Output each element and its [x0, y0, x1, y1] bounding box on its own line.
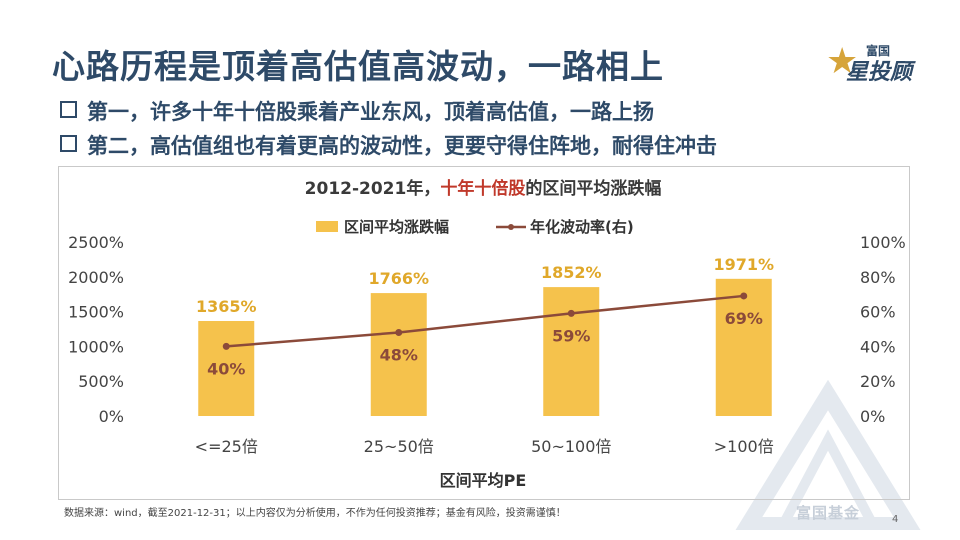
line-point — [222, 342, 230, 350]
y-right-tick-label: 100% — [860, 233, 906, 252]
x-axis-label: 区间平均PE — [440, 471, 527, 490]
x-tick-label: <=25倍 — [195, 437, 258, 456]
bullet-text-2: 第二，高估值组也有着更高的波动性，更要守得住阵地，耐得住冲击 — [87, 134, 717, 158]
slide-title: 心路历程是顶着高估值高波动，一路相上 — [52, 47, 664, 86]
x-axis: <=25倍 25~50倍 50~100倍 >100倍 — [195, 437, 774, 456]
chart-title-prefix: 2012-2021年， — [305, 178, 441, 199]
line-point — [395, 328, 403, 336]
chart-title-suffix: 的区间平均涨跌幅 — [525, 178, 661, 199]
bar-data-label: 1365% — [196, 297, 257, 316]
bar-series: 1365% 1766% 1852% 1971% — [196, 255, 774, 416]
bar — [715, 278, 772, 416]
x-tick-label: 50~100倍 — [531, 437, 611, 456]
watermark-graphic — [735, 380, 921, 530]
line-data-label: 40% — [207, 359, 245, 378]
y-axis-right: 0% 20% 40% 60% 80% 100% — [860, 233, 906, 426]
bar-data-label: 1971% — [713, 255, 774, 274]
bar — [543, 287, 600, 416]
bar — [198, 320, 255, 416]
bullet-point-1: 第一，许多十年十倍股乘着产业东风，顶着高估值，一路上扬 — [60, 96, 654, 126]
chart-legend: 区间平均涨跌幅 年化波动率(右) — [316, 218, 634, 236]
bar-data-label: 1852% — [541, 263, 602, 282]
line-point — [740, 292, 748, 300]
y-left-tick-label: 2500% — [68, 233, 124, 252]
logo-main-text: 星投顾 — [846, 60, 913, 85]
chart-title: 2012-2021年，十年十倍股的区间平均涨跌幅 — [305, 178, 662, 199]
y-right-tick-label: 60% — [860, 303, 896, 322]
y-right-tick-label: 40% — [860, 337, 896, 356]
y-left-tick-label: 2000% — [68, 268, 124, 287]
bullet-point-2: 第二，高估值组也有着更高的波动性，更要守得住阵地，耐得住冲击 — [60, 130, 717, 160]
bullet-box-icon — [60, 135, 77, 152]
chart-title-highlight: 十年十倍股 — [440, 178, 525, 199]
y-left-tick-label: 500% — [78, 372, 124, 391]
y-axis-left: 0% 500% 1000% 1500% 2000% 2500% — [68, 233, 124, 426]
brand-logo: ★ 富国 星投顾 — [826, 40, 936, 86]
footnote: 数据来源：wind，截至2021-12-31；以上内容仅为分析使用，不作为任何投… — [64, 508, 566, 519]
bullet-text-1: 第一，许多十年十倍股乘着产业东风，顶着高估值，一路上扬 — [87, 100, 654, 124]
watermark-text: 富国基金 — [796, 504, 861, 522]
y-right-tick-label: 80% — [860, 268, 896, 287]
bar-data-label: 1766% — [368, 269, 429, 288]
star-icon: ★ — [826, 41, 859, 82]
line-data-label: 69% — [725, 309, 763, 328]
page-number: 4 — [892, 514, 899, 525]
x-tick-label: >100倍 — [714, 437, 774, 456]
legend-line-marker — [508, 224, 514, 230]
legend-line-label: 年化波动率(右) — [530, 218, 634, 236]
y-left-tick-label: 1000% — [68, 337, 124, 356]
line-series: 40% 48% 59% 69% — [207, 292, 763, 378]
y-right-tick-label: 20% — [860, 372, 896, 391]
bullet-box-icon — [60, 101, 77, 118]
line-point — [567, 309, 575, 317]
y-left-tick-label: 1500% — [68, 303, 124, 322]
volatility-line — [226, 294, 744, 348]
legend-bar-swatch — [316, 221, 338, 232]
y-right-tick-label: 0% — [860, 407, 885, 426]
legend-bar-label: 区间平均涨跌幅 — [344, 218, 449, 236]
logo-top-text: 富国 — [866, 44, 891, 58]
line-data-label: 59% — [552, 326, 590, 345]
x-tick-label: 25~50倍 — [364, 437, 434, 456]
bar — [370, 293, 427, 416]
y-left-tick-label: 0% — [99, 407, 124, 426]
line-data-label: 48% — [380, 345, 418, 364]
chart-frame — [58, 166, 910, 500]
